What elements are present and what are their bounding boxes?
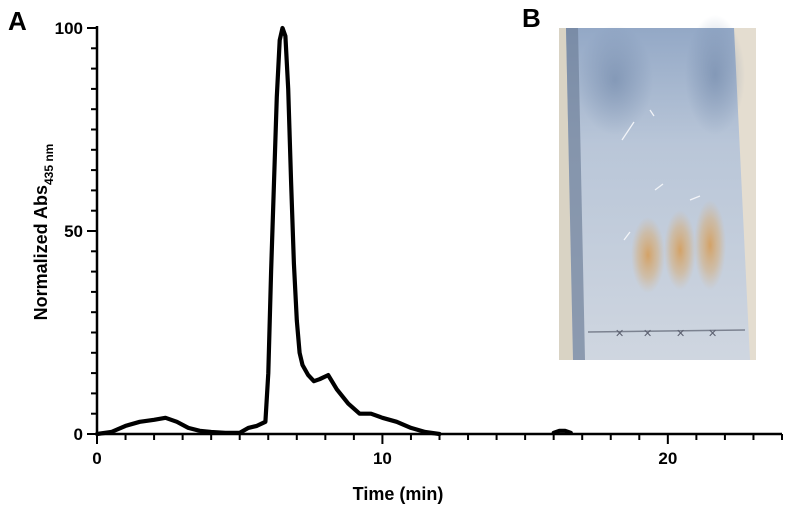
y-tick-label: 50	[64, 222, 83, 241]
lane-mark-4: ✕	[708, 327, 717, 340]
x-axis-title: Time (min)	[353, 484, 444, 504]
solvent-front-shadow-left	[577, 25, 653, 135]
x-tick-label: 0	[92, 449, 101, 468]
lane-mark-2: ✕	[643, 327, 652, 340]
origin-line	[587, 329, 746, 333]
x-ticks	[96, 434, 783, 444]
y-tick-label: 100	[55, 19, 83, 38]
y-axis-title: Normalized Abs435 nm	[31, 144, 56, 321]
x-tick-labels: 0 10 20	[92, 449, 677, 468]
sample-spot-1	[631, 217, 665, 293]
plate-scratches	[621, 109, 701, 241]
lane-mark-1: ✕	[615, 327, 624, 340]
y-ticks	[87, 27, 97, 435]
series-line	[94, 25, 442, 437]
tlc-plate-photo: ✕ ✕ ✕ ✕	[559, 15, 756, 360]
panel-b-label: B	[522, 3, 541, 33]
solvent-front-shadow-right	[685, 15, 745, 135]
plate-edge	[566, 28, 585, 360]
x-tick-label: 10	[373, 449, 392, 468]
sample-spot-3	[694, 200, 726, 290]
trace-group	[94, 25, 573, 437]
y-axis-title-main: Normalized Abs	[31, 185, 51, 320]
y-tick-labels: 0 50 100	[55, 19, 83, 444]
lane-mark-3: ✕	[676, 327, 685, 340]
y-tick-label: 0	[74, 425, 83, 444]
y-axis-title-subscript: 435 nm	[42, 144, 56, 185]
sample-spot-2	[664, 210, 696, 290]
series-line	[551, 428, 573, 435]
panel-a-label: A	[8, 6, 27, 36]
chromatogram-chart: 0 50 100 0 10 20 Time (min) Normalized Abs43…	[31, 19, 783, 504]
x-tick-label: 20	[658, 449, 677, 468]
